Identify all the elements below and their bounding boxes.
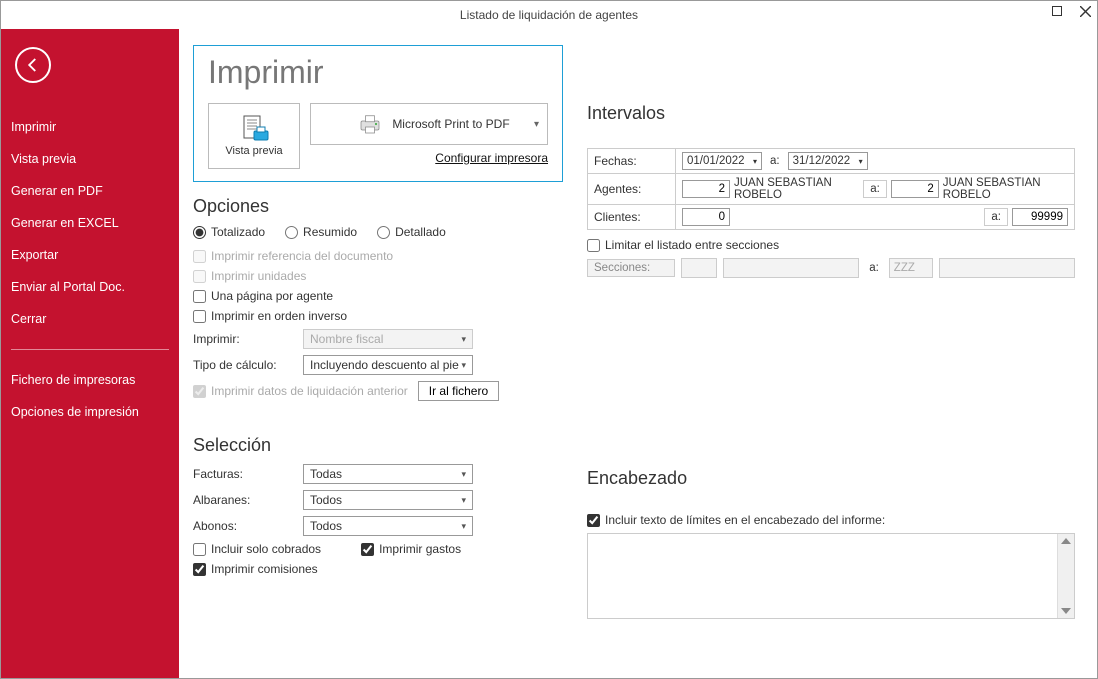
sidebar-item-portal[interactable]: Enviar al Portal Doc. <box>1 271 179 303</box>
chevron-down-icon: ▾ <box>534 119 539 130</box>
print-panel: Imprimir Vista previa <box>193 45 563 182</box>
label-tipo-calculo: Tipo de cálculo: <box>193 358 293 372</box>
check-ref-documento: Imprimir referencia del documento <box>193 249 563 263</box>
label-facturas: Facturas: <box>193 467 293 481</box>
check-incluir-texto-limites[interactable]: Incluir texto de límites en el encabezad… <box>587 513 1075 527</box>
secciones-row: Secciones: a: ZZZ <box>587 258 1075 278</box>
label-abonos: Abonos: <box>193 519 293 533</box>
opciones-heading: Opciones <box>193 196 563 217</box>
label-clientes: Clientes: <box>588 205 676 230</box>
select-facturas[interactable]: Todas▾ <box>303 464 473 484</box>
radio-resumido[interactable]: Resumido <box>285 225 357 239</box>
seccion-hasta: ZZZ <box>889 258 933 278</box>
intervalos-grid: Fechas: 01/01/2022▾ a: 31/12/2022▾ Agent… <box>587 148 1075 230</box>
sidebar-item-pdf[interactable]: Generar en PDF <box>1 175 179 207</box>
back-button[interactable] <box>15 47 51 83</box>
agente-hasta-num[interactable] <box>891 180 939 198</box>
check-imprimir-gastos[interactable]: Imprimir gastos <box>361 542 461 556</box>
fecha-desde[interactable]: 01/01/2022▾ <box>682 152 762 170</box>
encabezado-heading: Encabezado <box>587 468 1075 489</box>
sidebar-item-vista-previa[interactable]: Vista previa <box>1 143 179 175</box>
fecha-hasta[interactable]: 31/12/2022▾ <box>788 152 868 170</box>
select-albaranes[interactable]: Todos▾ <box>303 490 473 510</box>
select-abonos[interactable]: Todos▾ <box>303 516 473 536</box>
window-title: Listado de liquidación de agentes <box>460 8 638 22</box>
maximize-button[interactable] <box>1049 3 1065 19</box>
vista-previa-button[interactable]: Vista previa <box>208 103 300 169</box>
label-fechas: Fechas: <box>588 149 676 174</box>
label-imprimir: Imprimir: <box>193 332 293 346</box>
encabezado-textarea[interactable] <box>587 533 1075 619</box>
intervalos-heading: Intervalos <box>587 103 1075 124</box>
printer-selector[interactable]: Microsoft Print to PDF ▾ <box>310 103 548 145</box>
seleccion-heading: Selección <box>193 435 563 456</box>
scrollbar[interactable] <box>1057 534 1074 618</box>
select-imprimir: Nombre fiscal▾ <box>303 329 473 349</box>
print-heading: Imprimir <box>208 54 548 91</box>
document-preview-icon <box>238 115 270 143</box>
cliente-desde[interactable] <box>682 208 730 226</box>
cliente-hasta[interactable] <box>1012 208 1068 226</box>
printer-icon <box>358 112 382 136</box>
check-pagina-agente[interactable]: Una página por agente <box>193 289 563 303</box>
sidebar: Imprimir Vista previa Generar en PDF Gen… <box>1 29 179 678</box>
check-imprimir-comisiones[interactable]: Imprimir comisiones <box>193 562 563 576</box>
label-agentes: Agentes: <box>588 174 676 205</box>
check-datos-liquidacion: Imprimir datos de liquidación anterior <box>193 384 408 398</box>
sidebar-item-opciones-impresion[interactable]: Opciones de impresión <box>1 396 179 428</box>
sidebar-item-cerrar[interactable]: Cerrar <box>1 303 179 335</box>
check-solo-cobrados[interactable]: Incluir solo cobrados <box>193 542 321 556</box>
select-tipo-calculo[interactable]: Incluyendo descuento al pie▾ <box>303 355 473 375</box>
close-button[interactable] <box>1077 3 1093 19</box>
agente-desde-nombre: JUAN SEBASTIAN ROBELO <box>734 177 859 201</box>
btn-ir-fichero[interactable]: Ir al fichero <box>418 381 499 401</box>
label-albaranes: Albaranes: <box>193 493 293 507</box>
check-unidades: Imprimir unidades <box>193 269 563 283</box>
agente-hasta-nombre: JUAN SEBASTIAN ROBELO <box>943 177 1068 201</box>
check-orden-inverso[interactable]: Imprimir en orden inverso <box>193 309 563 323</box>
sidebar-item-fichero-impresoras[interactable]: Fichero de impresoras <box>1 364 179 396</box>
agente-desde-num[interactable] <box>682 180 730 198</box>
sidebar-item-excel[interactable]: Generar en EXCEL <box>1 207 179 239</box>
check-limitar-secciones[interactable]: Limitar el listado entre secciones <box>587 238 1075 252</box>
sidebar-item-imprimir[interactable]: Imprimir <box>1 111 179 143</box>
configurar-impresora-link[interactable]: Configurar impresora <box>310 151 548 165</box>
radio-totalizado[interactable]: Totalizado <box>193 225 265 239</box>
sidebar-item-exportar[interactable]: Exportar <box>1 239 179 271</box>
radio-detallado[interactable]: Detallado <box>377 225 446 239</box>
